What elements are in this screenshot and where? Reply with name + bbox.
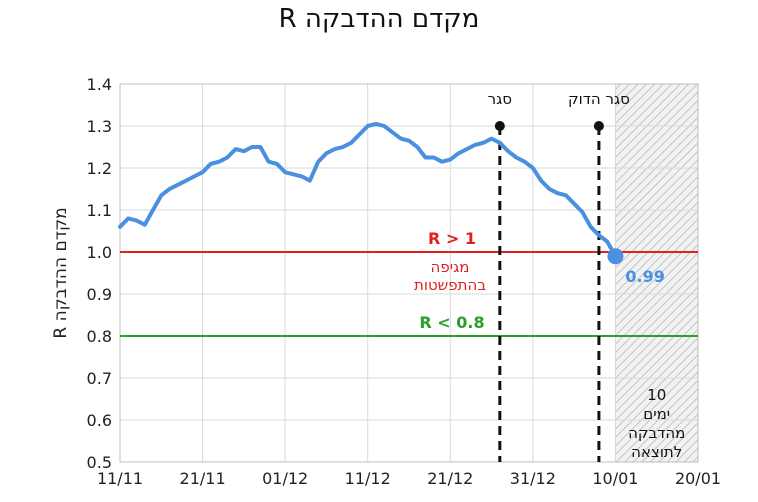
y-tick-label: 0.9 [87,285,112,304]
shaded-region-label: לתוצאה [631,443,682,461]
event-label: סגר הדוק [568,90,630,108]
y-tick-label: 0.7 [87,369,112,388]
x-tick-label: 31/12 [510,469,556,488]
y-axis-label: מקדם ההדבקה R [51,207,71,338]
reference-line-label: R < 0.8 [419,313,484,332]
reference-line-sublabel: מגיפה [431,258,470,276]
y-tick-label: 1.0 [87,243,112,262]
y-tick-label: 1.4 [87,75,112,94]
x-tick-label: 21/12 [427,469,473,488]
shaded-region-label: 10 [647,386,666,404]
final-point [607,248,624,265]
y-tick-label: 1.2 [87,159,112,178]
y-tick-label: 0.5 [87,453,112,472]
x-tick-label: 10/01 [592,469,638,488]
x-tick-label: 21/11 [180,469,226,488]
shaded-region-label: מהדבקה [628,424,685,442]
reference-line-sublabel: בהתפשטות [414,276,486,294]
x-tick-label: 11/12 [345,469,391,488]
event-label: סגר [488,90,512,108]
reference-line-label: R > 1 [428,229,476,248]
y-tick-label: 0.6 [87,411,112,430]
final-point-label: 0.99 [625,267,664,286]
plot-frame [119,83,699,463]
y-tick-label: 1.3 [87,117,112,136]
x-tick-label: 01/12 [262,469,308,488]
y-tick-label: 0.8 [87,327,112,346]
event-marker [593,121,604,131]
x-tick-label: 20/01 [675,469,721,488]
x-tick-label: 11/11 [97,469,143,488]
y-tick-label: 1.1 [87,201,112,220]
chart-title: מקדם ההדבקה R [278,4,480,34]
event-marker [494,121,505,131]
series-line [118,121,618,259]
shaded-region-label: ימים [643,405,670,423]
shaded-region [615,84,698,462]
